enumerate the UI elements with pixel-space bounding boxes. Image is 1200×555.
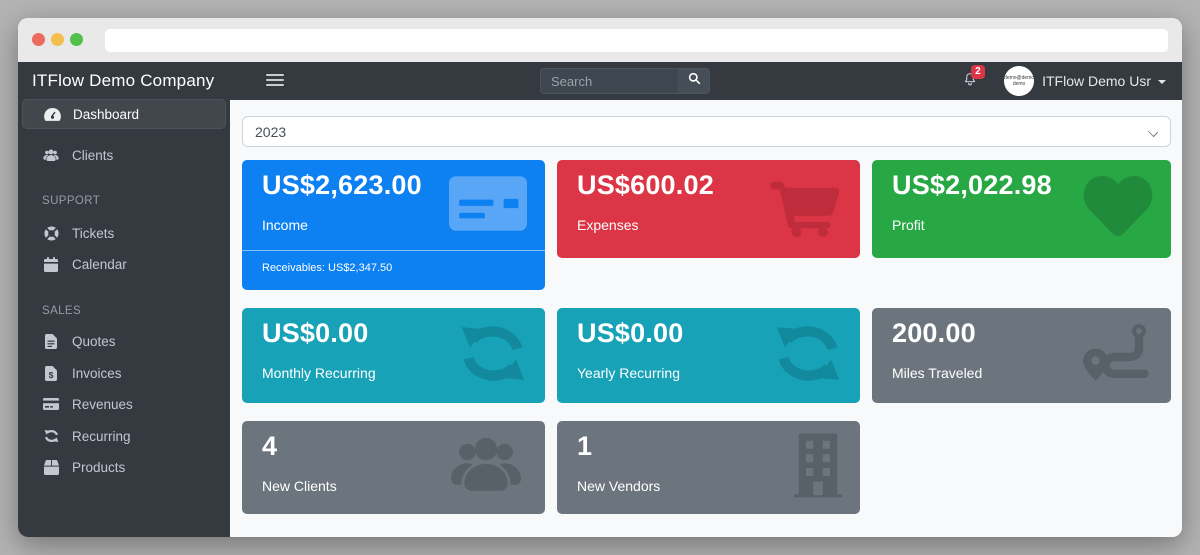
search-button[interactable] — [678, 68, 710, 94]
credit-card-icon — [449, 176, 527, 236]
brand-link[interactable]: ITFlow Demo Company — [32, 71, 215, 90]
sidebar: ITFlow Demo Company Dashboard — [18, 62, 230, 537]
maximize-window-button[interactable] — [70, 33, 83, 46]
menu-toggle-button[interactable] — [266, 74, 284, 89]
users-icon — [445, 435, 527, 500]
avatar[interactable]: demo@demo demo — [1004, 66, 1035, 96]
sidebar-item-label: Revenues — [72, 396, 133, 412]
search-icon — [688, 72, 701, 90]
stat-card-expenses[interactable]: US$600.02 Expenses — [557, 160, 860, 258]
browser-window: ITFlow Demo Company Dashboard — [18, 18, 1182, 537]
new-clients-label: New Clients — [262, 478, 337, 494]
sidebar-item-quotes[interactable]: Quotes — [18, 327, 230, 355]
navbar-search — [540, 68, 710, 94]
yearly-recurring-label: Yearly Recurring — [577, 365, 680, 381]
app-shell: ITFlow Demo Company Dashboard — [18, 62, 1182, 537]
sidebar-item-label: Products — [72, 459, 126, 475]
stat-card-monthly-recurring[interactable]: US$0.00 Monthly Recurring — [242, 308, 545, 403]
sidebar-item-label: Tickets — [72, 225, 115, 241]
sidebar-item-products[interactable]: Products — [18, 453, 230, 481]
year-select-value: 2023 — [255, 123, 287, 140]
notification-count-badge: 2 — [971, 64, 985, 79]
box-icon — [42, 459, 60, 475]
expenses-amount: US$600.02 — [577, 170, 714, 200]
users-icon — [42, 148, 60, 162]
new-vendors-label: New Vendors — [577, 478, 661, 494]
year-select[interactable]: 2023 — [242, 116, 1171, 147]
sidebar-item-label: Calendar — [72, 256, 127, 272]
new-clients-count: 4 — [262, 431, 278, 461]
sidebar-item-clients[interactable]: Clients — [18, 141, 230, 169]
notifications-button[interactable]: 2 — [962, 64, 985, 92]
main-content: 2023 US$2,623.00 Income Receivables: US$… — [230, 100, 1182, 537]
monthly-recurring-label: Monthly Recurring — [262, 365, 376, 381]
stat-card-yearly-recurring[interactable]: US$0.00 Yearly Recurring — [557, 308, 860, 403]
miles-traveled-label: Miles Traveled — [892, 365, 983, 381]
sidebar-section-support: SUPPORT — [42, 195, 101, 207]
user-name: ITFlow Demo Usr — [1042, 73, 1151, 89]
file-icon — [42, 333, 60, 349]
sidebar-item-tickets[interactable]: Tickets — [18, 219, 230, 247]
chevron-down-icon — [1147, 126, 1159, 138]
credit-card-icon — [42, 398, 60, 410]
miles-traveled-amount: 200.00 — [892, 318, 976, 348]
stat-card-income[interactable]: US$2,623.00 Income Receivables: US$2,347… — [242, 160, 545, 290]
shopping-cart-icon — [768, 176, 842, 243]
monthly-recurring-amount: US$0.00 — [262, 318, 369, 348]
sidebar-item-revenues[interactable]: Revenues — [18, 390, 230, 418]
gauge-icon — [43, 107, 61, 121]
file-dollar-icon: $ — [42, 365, 60, 381]
card-divider — [242, 250, 545, 251]
calendar-icon — [42, 256, 60, 272]
svg-text:$: $ — [49, 370, 54, 380]
stat-card-new-vendors[interactable]: 1 New Vendors — [557, 421, 860, 514]
sidebar-item-recurring[interactable]: Recurring — [18, 422, 230, 450]
life-ring-icon — [42, 225, 60, 241]
navbar-right: 2 demo@demo demo ITFlow Demo Usr — [962, 62, 1166, 100]
user-menu[interactable]: ITFlow Demo Usr — [1042, 73, 1166, 89]
stat-card-miles-traveled[interactable]: 200.00 Miles Traveled — [872, 308, 1171, 403]
sidebar-item-label: Dashboard — [73, 106, 140, 122]
income-amount: US$2,623.00 — [262, 170, 422, 200]
income-receivables: Receivables: US$2,347.50 — [262, 262, 393, 274]
expenses-label: Expenses — [577, 217, 639, 233]
sidebar-item-label: Quotes — [72, 333, 116, 349]
avatar-text: demo — [1012, 81, 1026, 87]
minimize-window-button[interactable] — [51, 33, 64, 46]
profit-label: Profit — [892, 217, 925, 233]
search-input[interactable] — [540, 68, 678, 94]
sidebar-item-label: Invoices — [72, 365, 122, 381]
top-navbar: 2 demo@demo demo ITFlow Demo Usr — [230, 62, 1182, 100]
avatar-text: demo@demo — [1004, 75, 1035, 81]
sidebar-item-calendar[interactable]: Calendar — [18, 250, 230, 278]
yearly-recurring-amount: US$0.00 — [577, 318, 684, 348]
sidebar-item-label: Clients — [72, 147, 114, 163]
route-icon — [1083, 322, 1153, 390]
sidebar-section-sales: SALES — [42, 305, 82, 317]
chevron-down-icon — [1158, 80, 1166, 84]
income-label: Income — [262, 217, 308, 233]
stat-card-new-clients[interactable]: 4 New Clients — [242, 421, 545, 514]
sidebar-item-label: Recurring — [72, 428, 131, 444]
profit-amount: US$2,022.98 — [892, 170, 1052, 200]
close-window-button[interactable] — [32, 33, 45, 46]
stat-card-profit[interactable]: US$2,022.98 Profit — [872, 160, 1171, 258]
sidebar-item-invoices[interactable]: $ Invoices — [18, 359, 230, 387]
heart-icon — [1083, 175, 1153, 243]
new-vendors-count: 1 — [577, 431, 593, 461]
sync-icon — [42, 429, 60, 443]
address-bar[interactable] — [105, 29, 1168, 52]
sidebar-nav: Dashboard Clients SUPPORT — [18, 99, 230, 481]
browser-chrome — [18, 18, 1182, 62]
sync-icon — [459, 323, 527, 389]
sync-icon — [774, 323, 842, 389]
building-icon — [794, 433, 842, 502]
sidebar-item-dashboard[interactable]: Dashboard — [22, 99, 226, 129]
